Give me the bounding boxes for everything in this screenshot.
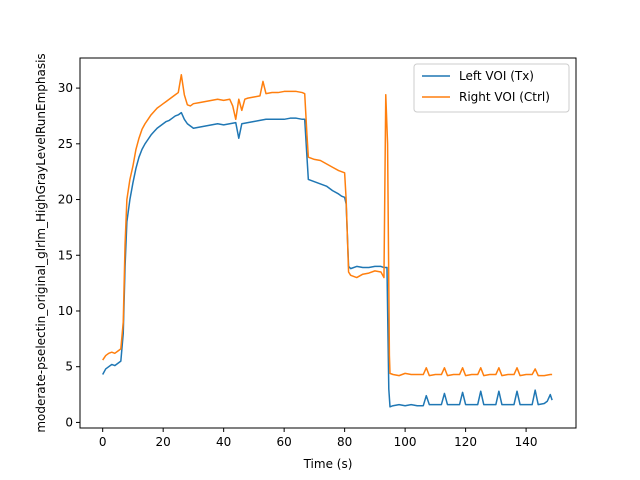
x-tick-label: 0: [99, 435, 107, 449]
y-tick-label: 0: [65, 415, 73, 429]
x-tick-label: 20: [156, 435, 171, 449]
y-tick-label: 5: [65, 360, 73, 374]
plot-frame: [79, 57, 577, 429]
x-axis-ticks: 0 20 40 60 80 100 120 140: [99, 428, 538, 449]
y-axis-ticks: 0 5 10 15 20 25 30: [58, 81, 80, 429]
y-tick-label: 25: [58, 137, 73, 151]
x-tick-label: 60: [277, 435, 292, 449]
x-tick-label: 140: [515, 435, 538, 449]
y-tick-label: 10: [58, 304, 73, 318]
x-axis-label: Time (s): [303, 457, 353, 471]
legend-label-right-voi: Right VOI (Ctrl): [459, 90, 550, 104]
legend-label-left-voi: Left VOI (Tx): [459, 69, 534, 83]
x-tick-label: 120: [454, 435, 477, 449]
legend-box: [413, 63, 570, 113]
series-line-1: [102, 73, 553, 377]
y-tick-label: 15: [58, 248, 73, 262]
series-line-0: [102, 111, 553, 408]
x-tick-label: 100: [394, 435, 417, 449]
legend: Left VOI (Tx) Right VOI (Ctrl): [413, 63, 570, 113]
x-tick-label: 80: [337, 435, 352, 449]
x-tick-label: 40: [216, 435, 231, 449]
y-axis-label: moderate-pselectin_original_glrlm_HighGr…: [34, 53, 48, 432]
y-tick-label: 20: [58, 193, 73, 207]
series-layer: [102, 73, 553, 408]
y-tick-label: 30: [58, 81, 73, 95]
